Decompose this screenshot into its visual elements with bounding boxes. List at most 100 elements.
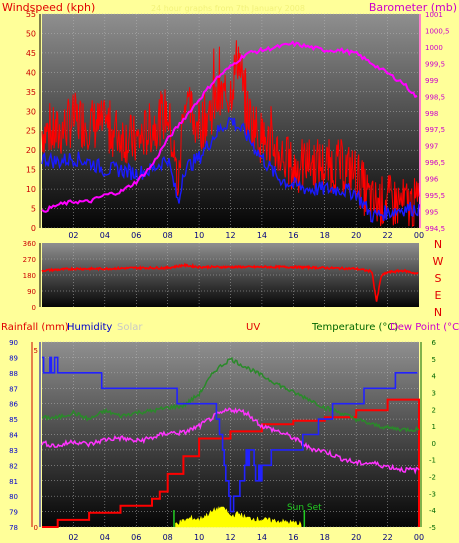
humidity-y-tick-label: 87 (9, 385, 18, 393)
pressure-y-tick-label: 1001 (425, 11, 443, 19)
humidity-x-tick-label: 08 (163, 533, 173, 542)
temperature-axis-label: Temperature (°C) (311, 322, 398, 333)
humidity-x-tick-label: 14 (257, 533, 267, 542)
humidity-y-tick-label: 79 (9, 509, 18, 517)
solar-series-area (175, 506, 302, 528)
wind-y-tick-label: 55 (26, 10, 36, 19)
wind-direction-series-line (41, 262, 419, 302)
pressure-y-tick-label: 1000 (425, 44, 443, 52)
humidity-y-tick-label: 86 (9, 401, 18, 409)
pressure-y-tick-label: 998,5 (425, 93, 445, 101)
compass-e: E (435, 289, 442, 302)
humidity-x-axis-ticks: 02 04 06 08 10 12 14 16 18 20 22 00 (68, 533, 424, 542)
humidity-x-tick-label: 12 (225, 533, 235, 542)
direction-series (41, 262, 419, 302)
humidity-temperature-panel: 78 79 80 81 82 83 84 85 86 87 88 89 90 0 5 -5 -4 -3 -2 -1 0… (1, 322, 459, 542)
humidity-x-tick-label: 04 (100, 533, 110, 542)
wind-x-tick-label: 12 (225, 231, 235, 240)
temperature-y-tick-label: -2 (429, 474, 436, 482)
temperature-y-axis-ticks: -5 -4 -3 -2 -1 0 1 2 3 4 5 6 (420, 339, 437, 532)
humidity-y-tick-label: 89 (9, 354, 18, 362)
temperature-y-tick-label: 3 (432, 389, 436, 397)
temperature-y-tick-label: 2 (432, 406, 436, 414)
gust-average-series-line (41, 116, 420, 223)
wind-x-tick-label: 06 (131, 231, 141, 240)
pressure-y-axis-ticks: 994,5 995 995,5 996 996,5 997 997,5 998 998,5 999… (419, 11, 450, 233)
direction-y-axis-ticks: 0 90 180 270 360 (23, 240, 41, 312)
temperature-y-tick-label: 0 (432, 440, 436, 448)
windspeed-axis-label: Windspeed (kph) (2, 1, 95, 14)
wind-x-tick-label: 02 (68, 231, 78, 240)
uv-axis-label: UV (246, 322, 260, 333)
wind-x-tick-label: 04 (100, 231, 110, 240)
wind-y-tick-label: 30 (26, 107, 36, 116)
wind-y-axis-ticks: 0 5 10 15 20 25 30 35 40 45 50 55 (26, 10, 41, 233)
wind-y-tick-label: 5 (31, 205, 36, 214)
pressure-y-tick-label: 999,5 (425, 60, 445, 68)
temperature-y-tick-label: 1 (432, 423, 436, 431)
wind-x-tick-label: 18 (320, 231, 330, 240)
wind-x-tick-label: 16 (288, 231, 298, 240)
humidity-y-tick-label: 82 (9, 462, 18, 470)
wind-y-tick-label: 50 (26, 29, 36, 38)
compass-labels: N W S E N (433, 238, 444, 319)
wind-y-tick-label: 20 (26, 146, 36, 155)
humidity-y-tick-label: 80 (9, 493, 18, 501)
humidity-y-tick-label: 78 (9, 524, 18, 532)
pressure-y-tick-label: 999 (425, 77, 438, 85)
compass-w: W (433, 255, 444, 268)
humidity-y-tick-label: 90 (9, 339, 18, 347)
humidity-axis-label: Humidity (67, 322, 112, 333)
wind-y-tick-label: 40 (26, 68, 36, 77)
wind-x-tick-label: 08 (163, 231, 173, 240)
humidity-x-tick-label: 22 (382, 533, 392, 542)
direction-y-tick-label: 90 (27, 288, 36, 296)
sun-set-label: Sun Set (287, 503, 322, 513)
humidity-x-tick-label: 18 (320, 533, 330, 542)
pressure-y-tick-label: 997 (425, 143, 438, 151)
temperature-y-tick-label: -4 (429, 507, 437, 515)
barometer-axis-label: Barometer (mb) (369, 1, 457, 14)
direction-y-tick-label: 270 (23, 256, 36, 264)
temperature-y-tick-label: 5 (432, 356, 436, 364)
dewpoint-series-line (41, 407, 420, 475)
humidity-y-tick-label: 85 (9, 416, 18, 424)
humidity-x-tick-label: 02 (68, 533, 78, 542)
temperature-series-line (41, 356, 420, 433)
direction-y-tick-label: 360 (23, 240, 36, 248)
rainfall-series-line (42, 398, 420, 528)
humidity-x-tick-label: 06 (131, 533, 141, 542)
pressure-y-tick-label: 998 (425, 110, 438, 118)
humidity-x-tick-label: 20 (351, 533, 361, 542)
barometer-series-line (41, 40, 418, 213)
rainfall-axis-label: Rainfall (mm) (1, 322, 69, 333)
wind-y-tick-label: 35 (26, 88, 36, 97)
wind-x-tick-label: 20 (351, 231, 361, 240)
humidity-x-tick-label: 10 (194, 533, 204, 542)
temperature-y-tick-label: -5 (429, 524, 436, 532)
humidity-series (41, 356, 420, 528)
rainfall-y-tick-label: 0 (34, 524, 38, 532)
compass-n-bottom: N (434, 306, 442, 319)
humidity-y-axis-ticks: 78 79 80 81 82 83 84 85 86 87 88 89 90 0 5 (9, 339, 41, 532)
dewpoint-axis-label: Dew Point (°C (390, 322, 459, 333)
humidity-y-tick-label: 81 (9, 478, 18, 486)
humidity-series-line (42, 356, 418, 513)
pressure-y-tick-label: 995,5 (425, 192, 445, 200)
wind-y-tick-label: 45 (26, 49, 36, 58)
humidity-x-tick-label: 16 (288, 533, 298, 542)
pressure-y-tick-label: 995 (425, 209, 438, 217)
temperature-y-tick-label: 4 (432, 373, 437, 381)
compass-n-top: N (434, 238, 442, 251)
temperature-y-tick-label: -1 (429, 457, 436, 465)
wind-series (41, 40, 420, 228)
humidity-y-tick-label: 88 (9, 370, 18, 378)
pressure-y-tick-label: 996 (425, 176, 439, 184)
wind-x-tick-label: 00 (414, 231, 424, 240)
solar-axis-label: Solar (117, 322, 143, 333)
wind-direction-panel: 0 90 180 270 360 N W S E N (23, 238, 444, 319)
compass-s: S (435, 272, 442, 285)
pressure-y-tick-label: 996,5 (425, 159, 445, 167)
